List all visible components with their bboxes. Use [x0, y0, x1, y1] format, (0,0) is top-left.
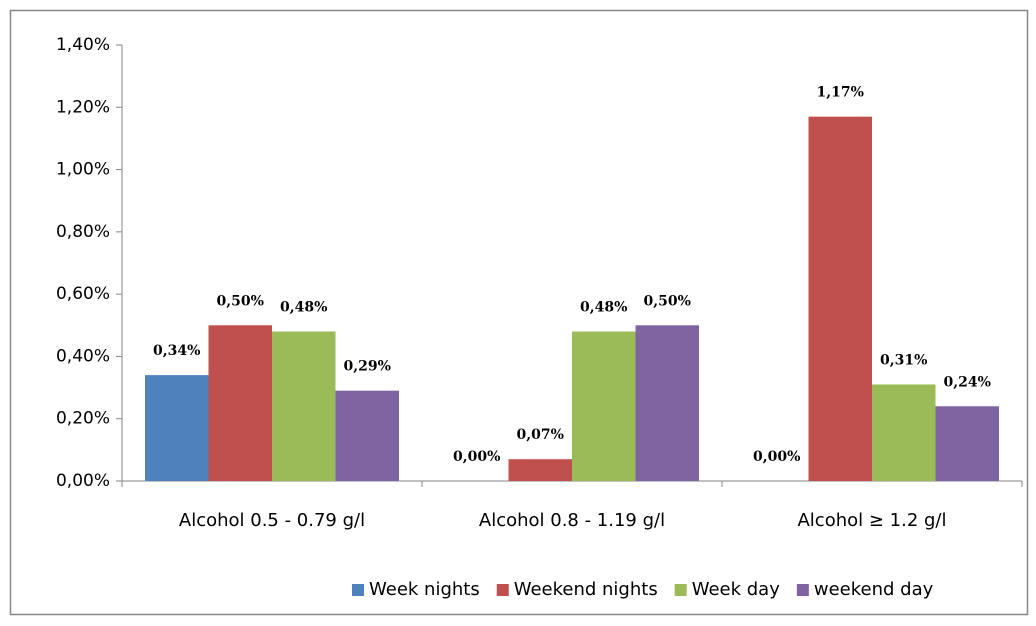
y-tick-label: 0,40%: [56, 346, 110, 366]
legend-label: Week day: [692, 579, 780, 600]
legend-swatch: [496, 584, 509, 596]
y-tick-label: 1,20%: [56, 97, 110, 117]
bar: [335, 390, 399, 481]
bar: [272, 331, 336, 481]
legend-swatch: [796, 584, 809, 596]
bar: [635, 325, 699, 481]
value-label: 0,24%: [944, 374, 991, 390]
x-tick-label: Alcohol 0.8 - 1.19 g/l: [479, 510, 665, 531]
bar: [572, 331, 636, 481]
bar: [208, 325, 272, 481]
y-tick-label: 1,40%: [56, 35, 110, 55]
value-label: 0,34%: [153, 343, 200, 359]
y-tick-label: 0,20%: [56, 409, 110, 429]
bar: [145, 375, 209, 481]
y-tick-label: 0,00%: [56, 471, 110, 491]
y-tick-label: 1,00%: [56, 160, 110, 180]
value-label: 0,50%: [217, 293, 264, 309]
legend-swatch: [352, 584, 364, 596]
y-tick-label: 0,60%: [56, 284, 110, 304]
legend-label: weekend day: [814, 579, 934, 600]
value-label: 1,17%: [817, 85, 864, 101]
legend-label: Weekend nights: [514, 579, 658, 600]
value-label: 0,31%: [880, 352, 927, 368]
y-tick-label: 0,80%: [56, 222, 110, 242]
legend-swatch: [674, 584, 687, 596]
value-label: 0,00%: [753, 449, 800, 465]
value-label: 0,48%: [280, 300, 327, 316]
value-label: 0,50%: [644, 293, 691, 309]
value-label: 0,48%: [580, 300, 627, 316]
value-label: 0,07%: [517, 427, 564, 443]
bar: [872, 384, 936, 481]
bar: [808, 116, 872, 481]
x-tick-label: Alcohol 0.5 - 0.79 g/l: [179, 510, 365, 531]
value-label: 0,29%: [344, 359, 391, 375]
legend-label: Week nights: [369, 579, 480, 600]
value-label: 0,00%: [453, 449, 500, 465]
bar: [935, 406, 999, 481]
bar: [508, 459, 572, 481]
x-tick-label: Alcohol ≥ 1.2 g/l: [797, 510, 946, 531]
